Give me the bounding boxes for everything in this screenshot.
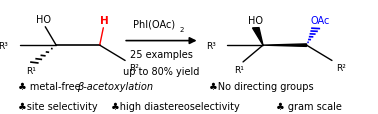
Text: ♣high diastereoselectivity: ♣high diastereoselectivity: [111, 102, 239, 111]
Text: OAc: OAc: [311, 16, 330, 26]
Text: β-acetoxylation: β-acetoxylation: [77, 81, 153, 91]
Text: R²: R²: [336, 63, 346, 72]
Text: 2: 2: [180, 27, 184, 33]
Text: R¹: R¹: [234, 66, 244, 75]
Polygon shape: [253, 28, 263, 46]
Text: ♣ metal-free: ♣ metal-free: [18, 81, 84, 91]
Text: up to 80% yield: up to 80% yield: [123, 67, 200, 77]
Text: R³: R³: [0, 41, 8, 50]
Text: H: H: [100, 16, 108, 26]
Text: ♣No directing groups: ♣No directing groups: [209, 81, 313, 91]
Text: HO: HO: [248, 16, 263, 26]
Text: 25 examples: 25 examples: [130, 50, 193, 60]
Text: PhI(OAc): PhI(OAc): [133, 19, 175, 29]
Text: ♣ gram scale: ♣ gram scale: [276, 102, 342, 111]
Text: HO: HO: [36, 15, 51, 25]
Text: R³: R³: [206, 41, 216, 50]
Text: ♣site selectivity: ♣site selectivity: [18, 102, 98, 111]
Polygon shape: [263, 44, 307, 47]
Text: R²: R²: [129, 63, 139, 72]
Text: R¹: R¹: [26, 66, 36, 75]
